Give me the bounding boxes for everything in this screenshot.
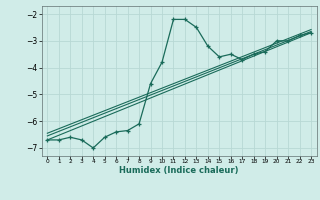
X-axis label: Humidex (Indice chaleur): Humidex (Indice chaleur) — [119, 166, 239, 175]
